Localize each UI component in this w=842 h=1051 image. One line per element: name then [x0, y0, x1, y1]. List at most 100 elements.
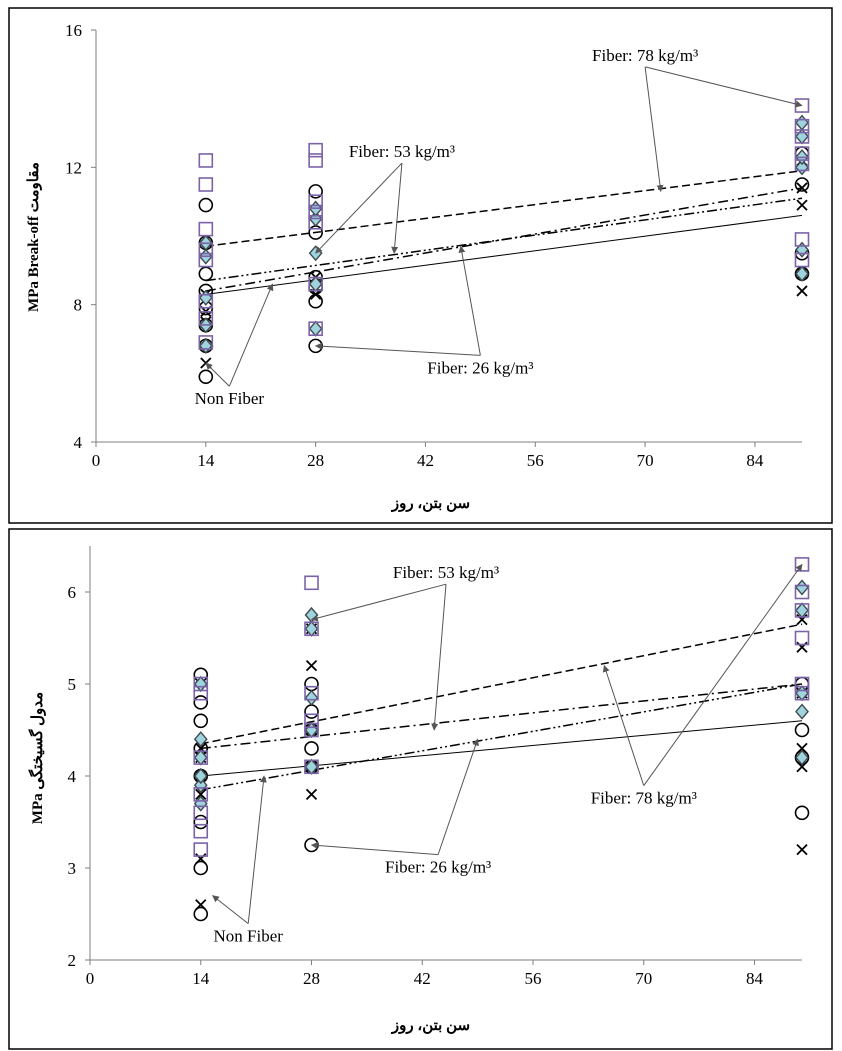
chart-bottom-marker-diamond [795, 749, 809, 766]
chart-top-annotation-arrow [458, 245, 481, 356]
chart-bottom-frame [8, 528, 833, 1050]
chart-bottom-y-tick-label: 3 [68, 859, 77, 878]
chart-bottom-trendline [200, 683, 803, 791]
chart-top-trendline [205, 214, 803, 295]
chart-bottom-marker-square [304, 621, 319, 637]
chart-bottom-marker-cross [305, 788, 318, 801]
chart-bottom-x-tick-label: 42 [414, 969, 431, 988]
chart-bottom-marker-diamond [795, 703, 809, 720]
chart-top-marker-square [308, 194, 323, 209]
chart-top-marker-square [198, 293, 214, 309]
chart-bottom-annotation-label: Fiber: 26 kg/m³ [385, 858, 491, 877]
chart-bottom-marker-square [193, 787, 209, 802]
chart-bottom-annotation-label: Fiber: 53 kg/m³ [393, 563, 499, 582]
chart-top-annotation-label: Fiber: 26 kg/m³ [427, 358, 533, 377]
chart-bottom-y-tick-label: 6 [68, 583, 77, 602]
chart-top-marker-square [308, 276, 323, 292]
chart-bottom-annotation-arrow [310, 583, 447, 622]
chart-bottom-marker-square [304, 685, 319, 701]
chart-bottom-marker-square [304, 713, 319, 729]
chart-top-trendlines [205, 170, 803, 295]
chart-top-annotation-arrow [205, 362, 230, 387]
chart-top-x-tick-label: 84 [746, 451, 764, 470]
chart-top-x-tick-label: 56 [527, 451, 544, 470]
chart-top-marker-square [198, 252, 214, 268]
chart-bottom-x-tick-label: 70 [635, 969, 652, 988]
chart-top-marker-square [794, 129, 810, 144]
chart-bottom-trendline [200, 720, 803, 777]
chart-top-marker-circle [198, 369, 214, 385]
chart-bottom-annotation-arrow [643, 563, 803, 786]
chart-bottom-marker-square [304, 575, 319, 591]
chart-top-annotation-arrow [644, 66, 664, 193]
chart-top-marker-diamond [795, 265, 809, 282]
chart-bottom-marker-circle [193, 814, 209, 830]
chart-bottom-marker-circle [193, 906, 209, 922]
chart-bottom-marker-square [794, 685, 810, 701]
chart-top-marker-square [308, 153, 323, 168]
chart-bottom-marker-diamond [193, 767, 208, 785]
chart-top-marker-cross [796, 182, 808, 194]
chart-bottom-marker-diamond [193, 731, 208, 748]
chart-top-x-tick-label: 42 [417, 451, 434, 470]
chart-bottom-marker-square [794, 676, 810, 692]
chart-top-markers [198, 98, 810, 385]
chart-top-annotation-arrow [228, 283, 274, 387]
chart-bottom-marker-circle [193, 713, 209, 729]
chart-bottom-marker-circle [794, 805, 810, 821]
chart-bottom-x-tick-label: 28 [303, 969, 320, 988]
chart-top-marker-cross [796, 199, 808, 211]
chart-top-trendline [205, 187, 803, 292]
chart-top-marker-square [794, 232, 810, 247]
chart-bottom-trendline [200, 683, 803, 750]
chart-bottom-marker-circle [193, 860, 209, 876]
chart-bottom-marker-cross [305, 659, 318, 672]
chart-bottom-trendline [200, 623, 803, 745]
chart-bottom-marker-square [794, 584, 810, 600]
chart-bottom-markers [193, 557, 810, 922]
chart-bottom-y-tick-label: 5 [68, 675, 77, 694]
chart-bottom-y-tick-label: 2 [68, 951, 77, 970]
chart-bottom-marker-square [794, 630, 810, 646]
chart-bottom-x-tick-label: 14 [192, 969, 210, 988]
chart-bottom-annotation-arrow [212, 895, 249, 924]
chart-top-marker-square [308, 321, 323, 337]
chart-bottom-marker-square [193, 842, 209, 857]
chart-top-marker-square [198, 242, 214, 258]
chart-top-annotation-arrow [315, 162, 403, 254]
chart-top-y-tick-label: 12 [65, 158, 82, 177]
chart-bottom-x-tick-label: 56 [525, 969, 542, 988]
chart-top-x-tick-label: 14 [197, 451, 215, 470]
chart-bottom-annotations: Fiber: 53 kg/m³ Fiber: 78 kg/m³ Fiber: 26 … [212, 563, 803, 946]
chart-bottom-marker-circle [193, 695, 209, 710]
chart-bottom-annotation-arrow [247, 775, 267, 924]
chart-top-marker-square [794, 252, 810, 268]
chart-top-marker-square [198, 221, 214, 237]
chart-bottom-marker-square [193, 750, 209, 765]
chart-bottom-marker-square [193, 823, 209, 839]
chart-bottom-marker-cross [796, 843, 808, 856]
chart-top-marker-square [308, 204, 323, 220]
chart-bottom-marker-square [193, 685, 209, 701]
chart-bottom-y-tick-label: 4 [68, 767, 77, 786]
chart-bottom-annotation-arrow [437, 738, 479, 855]
chart-top-marker-circle [308, 184, 323, 199]
chart-top-annotation-label: Fiber: 78 kg/m³ [592, 46, 698, 65]
chart-top-marker-square [198, 311, 214, 326]
chart-top-annotation-arrow [391, 162, 403, 254]
chart-bottom-annotation-arrow [431, 584, 447, 731]
chart-bottom-marker-circle [304, 741, 319, 756]
chart-bottom-trendlines [200, 623, 803, 791]
chart-bottom-marker-square [193, 805, 209, 821]
chart-top-xlabel: سن بتن، روز [391, 496, 470, 512]
chart-top-y-tick-label: 8 [74, 296, 83, 315]
chart-bottom-marker-cross [195, 788, 207, 801]
chart-top-x-tick-label: 70 [637, 451, 654, 470]
chart-bottom-ylabel: MPa مدول گسیختگی [28, 692, 46, 824]
chart-top-marker-circle [794, 177, 810, 192]
chart-top-marker-square [308, 142, 323, 158]
